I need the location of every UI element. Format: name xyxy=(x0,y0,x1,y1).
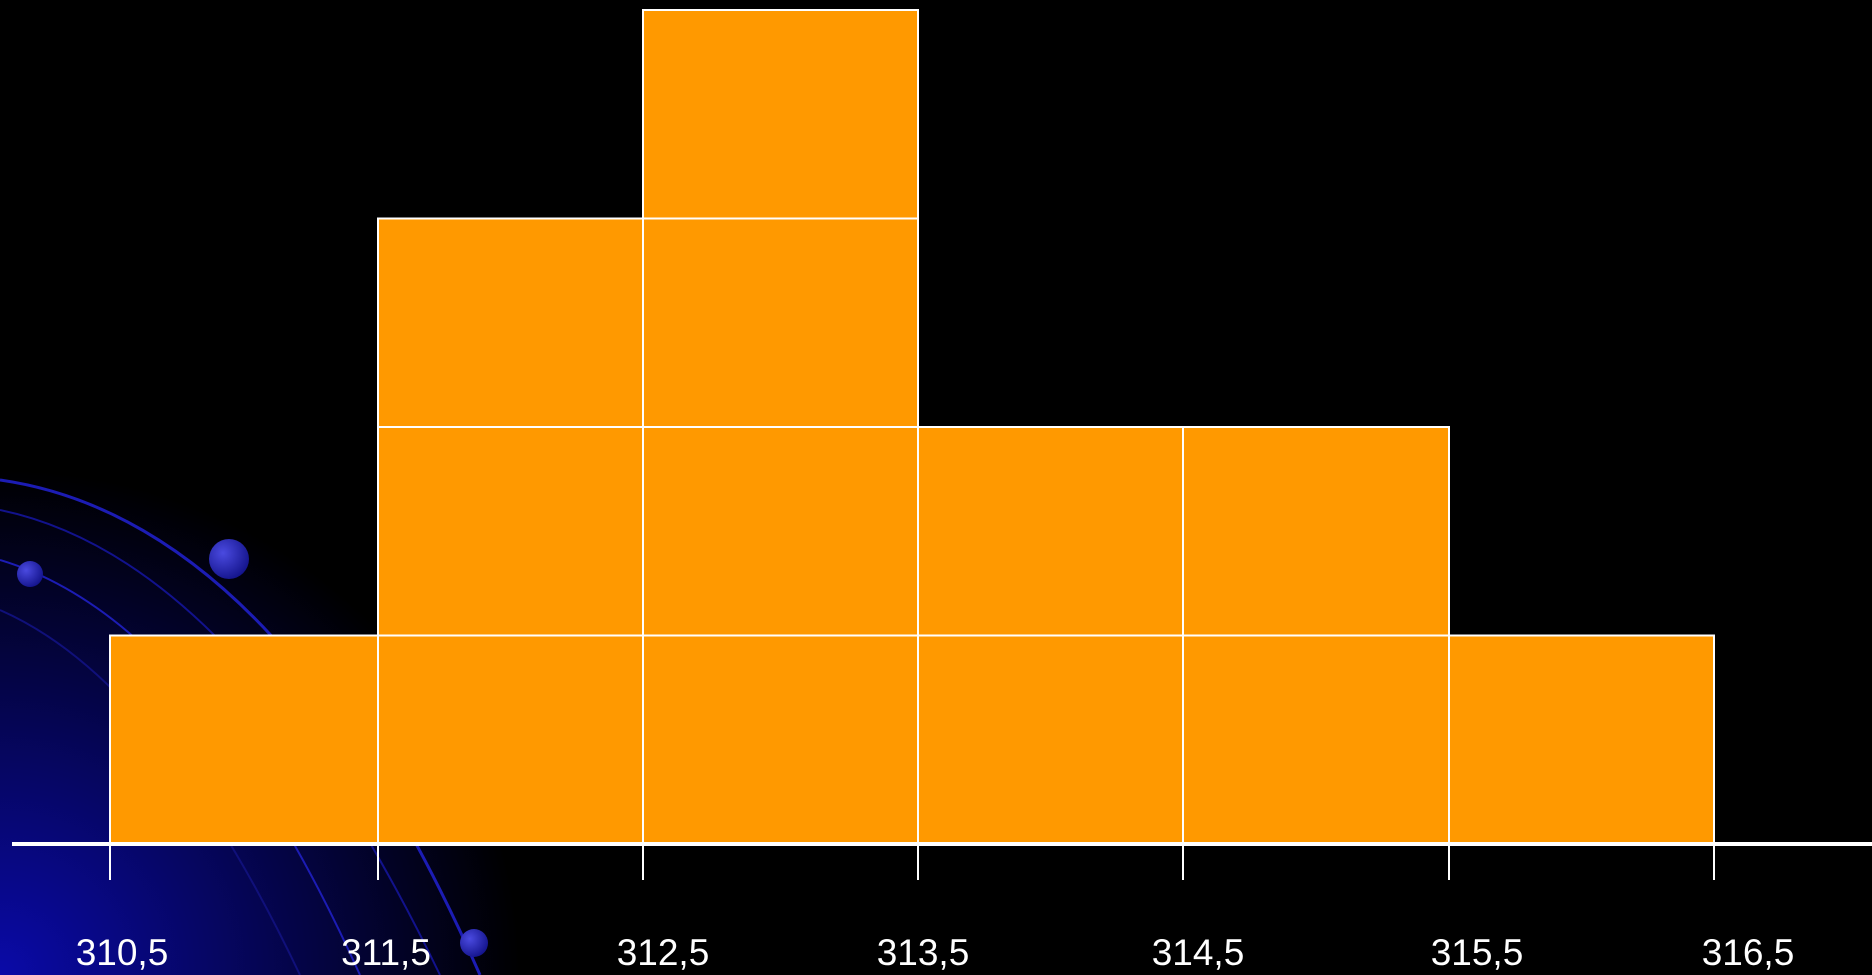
background-arc xyxy=(0,478,482,975)
histogram-bars xyxy=(109,9,1715,845)
histogram-bar-unit xyxy=(642,634,919,845)
x-axis-tick-label: 310,5 xyxy=(76,932,169,973)
x-axis-tick-label: 314,5 xyxy=(1152,932,1245,973)
histogram-bar-unit xyxy=(642,9,919,220)
histogram-bar-unit xyxy=(1182,426,1450,637)
histogram-bar-unit xyxy=(1182,634,1450,845)
histogram-bar-unit xyxy=(1448,634,1715,845)
histogram-bar-unit xyxy=(642,217,919,428)
background-orb xyxy=(17,561,43,587)
background-orb xyxy=(209,539,249,579)
histogram-bar-unit xyxy=(642,426,919,637)
x-axis-tick-label: 315,5 xyxy=(1431,932,1524,973)
x-axis-tick-label: 313,5 xyxy=(877,932,970,973)
x-axis-ticks xyxy=(109,844,1715,880)
x-axis-tick-label: 316,5 xyxy=(1702,932,1795,973)
x-axis-tick-labels: 310,5 311,5 312,5 313,5 314,5 315,5 316,5 xyxy=(76,932,1795,973)
histogram-bar-unit xyxy=(917,426,1184,637)
x-axis-tick-label: 311,5 xyxy=(341,932,431,973)
histogram-bar-unit xyxy=(377,426,644,637)
histogram-bar-unit xyxy=(377,634,644,845)
histogram-bar-unit xyxy=(917,634,1184,845)
x-axis-tick-label: 312,5 xyxy=(617,932,710,973)
histogram-bar-unit xyxy=(109,634,379,845)
histogram-bar-unit xyxy=(377,217,644,428)
background-orb xyxy=(460,929,488,957)
